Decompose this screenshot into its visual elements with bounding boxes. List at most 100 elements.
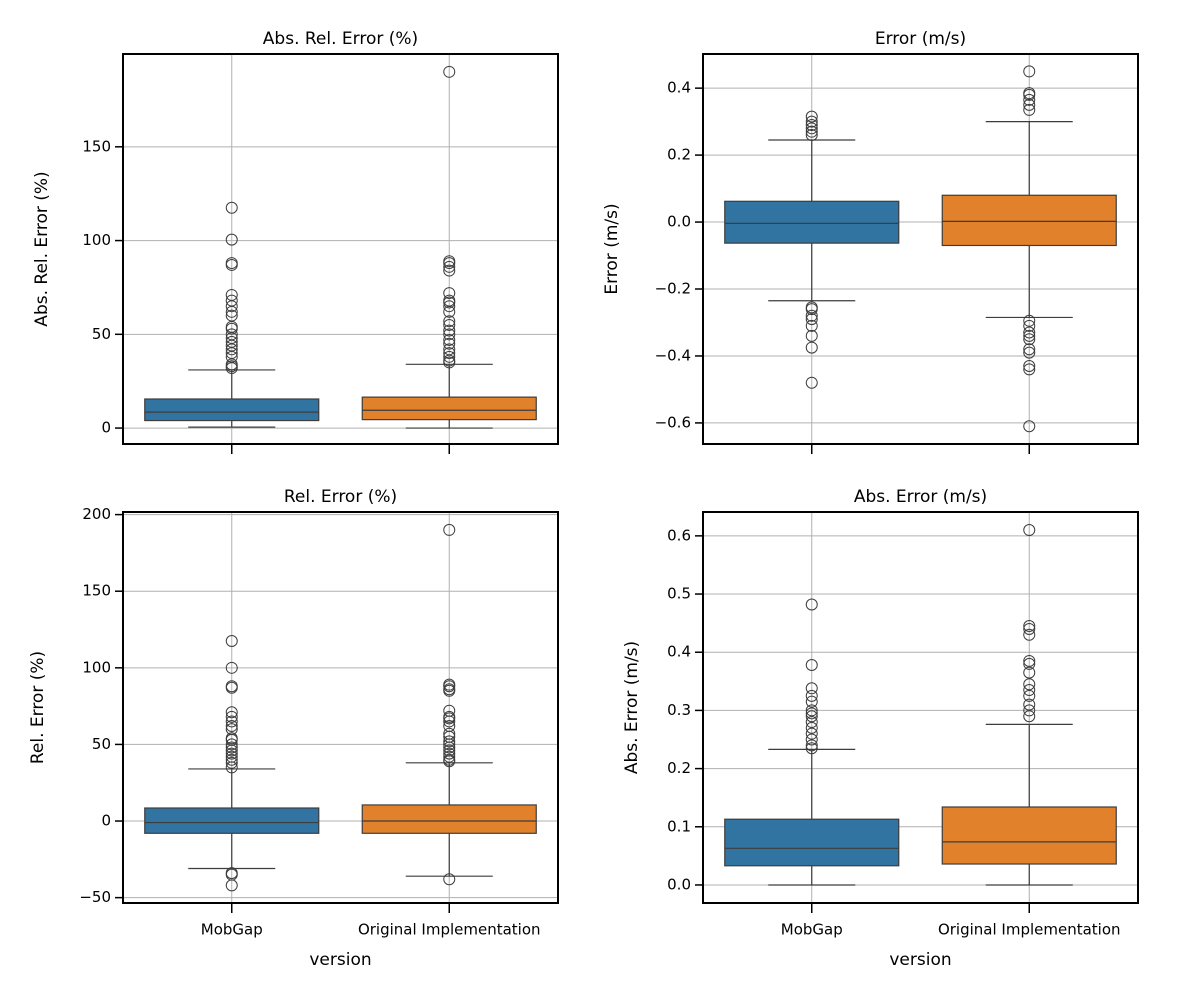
outlier [1023,628,1036,641]
y-tick-label: 0 [101,812,111,830]
y-axis-label: Rel. Error (%) [28,651,48,764]
outlier [225,661,238,674]
outlier [443,350,456,363]
outlier [805,704,818,717]
box [361,804,537,834]
outlier [805,376,818,389]
x-tick-label: Original Implementation [358,921,541,939]
outlier [1023,654,1036,667]
outlier [805,742,818,755]
outlier [805,329,818,342]
outlier [805,659,818,672]
y-tick-label: 0.6 [667,526,691,544]
box [144,398,320,422]
y-tick-label: 0.0 [667,875,691,893]
outlier [225,328,238,341]
outlier [443,720,456,733]
outlier [225,309,238,322]
outlier [805,733,818,746]
outlier [443,324,456,337]
outlier [805,739,818,752]
panel-title: Rel. Error (%) [284,487,397,507]
outlier [225,715,238,728]
outlier [1023,620,1036,633]
outlier [1023,103,1036,116]
y-tick-label: 0.0 [667,213,691,231]
outlier [443,294,456,307]
outlier [225,753,238,766]
outlier [443,683,456,696]
outlier [443,260,456,273]
outlier [443,727,456,740]
outlier [225,747,238,760]
outlier [805,303,818,316]
panel-title: Abs. Error (m/s) [854,487,987,507]
outlier [1023,666,1036,679]
y-tick-label: 0.1 [667,817,691,835]
outlier [1023,326,1036,339]
x-axis-label: version [309,950,371,970]
outlier [443,255,456,268]
plot-frame [702,511,1139,904]
outlier [443,704,456,717]
outlier [805,110,818,123]
outlier [225,756,238,769]
box [144,807,320,834]
outlier [1023,329,1036,342]
outlier [225,879,238,892]
outlier [1023,93,1036,106]
outlier [443,337,456,350]
outlier [1023,343,1036,356]
y-tick-label: 0.2 [667,759,691,777]
outlier [443,747,456,760]
outlier [443,287,456,300]
box [724,818,900,867]
outlier [805,115,818,128]
outlier [1023,689,1036,702]
outlier [225,738,238,751]
outlier [1023,346,1036,359]
outlier [805,598,818,611]
y-tick-label: 150 [82,137,111,155]
y-tick-label: 0.5 [667,585,691,603]
outlier [443,753,456,766]
outlier [225,706,238,719]
outlier [225,635,238,648]
panel: 0 50 100 150 Abs. Rel. Error (%) Abs. Rel. Er… [32,29,559,454]
outlier [225,257,238,270]
x-axis-label: version [889,950,951,970]
outlier [1023,314,1036,327]
panel: 0.0 0.1 0.2 0.3 0.4 0.5 0.6 MobGap Original Impl… [622,487,1139,970]
outlier [805,710,818,723]
outlier [805,727,818,740]
plot-frame [122,511,559,904]
outlier [443,264,456,277]
outlier [805,682,818,695]
outlier [805,721,818,734]
outlier [1023,704,1036,717]
outlier [1023,524,1036,537]
y-tick-label: −0.6 [655,413,691,431]
outlier [805,319,818,332]
outlier [225,732,238,745]
x-tick-label: MobGap [781,921,843,939]
outlier [443,65,456,78]
outlier [443,343,456,356]
y-axis-label: Abs. Error (m/s) [622,641,642,774]
box [361,396,537,421]
outlier [805,695,818,708]
plot-frame [122,53,559,445]
outlier [805,118,818,131]
y-tick-label: 200 [82,505,111,523]
outlier [1023,87,1036,100]
outlier [443,523,456,536]
outlier [1023,420,1036,433]
outlier [1023,684,1036,697]
outlier [225,201,238,214]
panel: −50 0 50 100 150 200 MobGap Original Implementa… [28,487,559,970]
outlier [1023,319,1036,332]
outlier [443,710,456,723]
outlier [225,288,238,301]
